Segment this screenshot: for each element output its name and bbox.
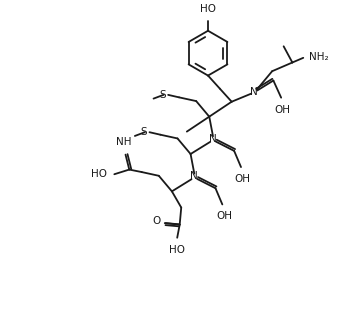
- Text: NH: NH: [116, 137, 132, 147]
- Text: N: N: [190, 171, 198, 181]
- Text: S: S: [159, 90, 166, 100]
- Text: S: S: [140, 127, 147, 137]
- Text: HO: HO: [169, 245, 185, 255]
- Text: O: O: [152, 216, 161, 226]
- Text: OH: OH: [235, 174, 251, 184]
- Text: NH₂: NH₂: [309, 52, 328, 62]
- Text: HO: HO: [91, 169, 108, 179]
- Text: OH: OH: [275, 105, 291, 114]
- Text: HO: HO: [200, 3, 216, 14]
- Text: N: N: [209, 134, 217, 144]
- Text: OH: OH: [216, 211, 232, 221]
- Text: N: N: [250, 88, 258, 97]
